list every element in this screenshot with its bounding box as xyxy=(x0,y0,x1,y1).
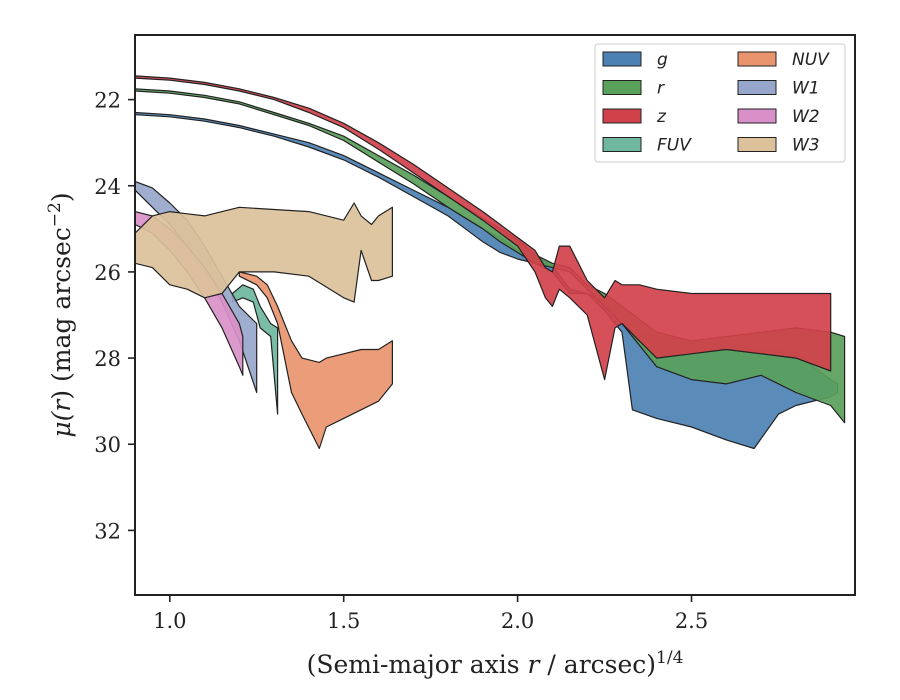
axes: 1.0 1.5 2.0 2.5 22 24 26 28 30 32 xyxy=(94,34,856,633)
legend-swatch-g xyxy=(602,51,642,67)
legend-box xyxy=(594,43,846,163)
y-tick-label: 22 xyxy=(94,89,121,113)
legend-label-w3: W3 xyxy=(792,136,820,156)
x-axis-label: (Semi-major axis r / arcsec)1/4 xyxy=(307,648,684,679)
y-tick-label: 30 xyxy=(94,433,121,457)
legend-label-z: z xyxy=(656,107,667,127)
legend-swatch-w1 xyxy=(737,80,777,95)
legend-swatch-fuv xyxy=(602,137,642,152)
legend-swatch-z xyxy=(602,108,642,124)
legend: grz FUV NUV W1 W2 W3 xyxy=(594,43,846,163)
x-tick-label: 1.5 xyxy=(327,609,360,633)
legend-label-w2: W2 xyxy=(792,107,820,127)
legend-swatch-nuv xyxy=(737,51,777,67)
legend-swatch-w2 xyxy=(737,108,777,124)
legend-label-r: r xyxy=(657,79,665,99)
band-z xyxy=(135,75,832,381)
legend-label-nuv: NUV xyxy=(792,50,830,70)
y-tick-label: 24 xyxy=(94,175,121,199)
legend-label-w1: W1 xyxy=(792,79,820,99)
band-nuv xyxy=(238,271,393,450)
x-tick-label: 2.5 xyxy=(675,609,708,633)
y-tick-label: 32 xyxy=(94,519,121,543)
y-axis-label: μ(r) (mag arcsec−2) xyxy=(45,192,76,437)
legend-label-g: g xyxy=(657,50,668,70)
y-tick-label: 26 xyxy=(94,261,121,285)
band-g xyxy=(135,111,839,450)
legend-swatch-w3 xyxy=(737,137,777,152)
x-tick-label: 1.0 xyxy=(153,609,186,633)
x-tick-label: 2.0 xyxy=(501,609,534,633)
profile-bands xyxy=(135,75,846,450)
band-fuv xyxy=(231,284,279,415)
band-w3 xyxy=(135,202,393,303)
legend-swatch-r xyxy=(602,80,642,95)
y-tick-label: 28 xyxy=(94,347,121,371)
plot-frame xyxy=(134,34,856,596)
legend-label-fuv: FUV xyxy=(657,136,692,156)
